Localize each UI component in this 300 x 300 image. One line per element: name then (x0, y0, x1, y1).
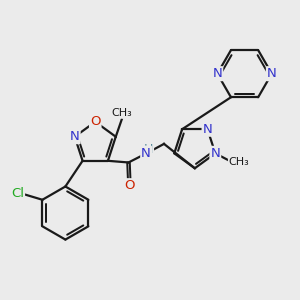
Text: CH₃: CH₃ (111, 108, 132, 118)
Text: O: O (90, 115, 101, 128)
Text: N: N (70, 130, 80, 143)
Text: CH₃: CH₃ (229, 157, 250, 167)
Text: O: O (124, 179, 134, 192)
Text: N: N (210, 147, 220, 160)
Text: N: N (202, 123, 212, 136)
Text: N: N (267, 67, 277, 80)
Text: N: N (141, 147, 151, 160)
Text: Cl: Cl (11, 187, 24, 200)
Text: N: N (212, 67, 222, 80)
Text: H: H (144, 143, 153, 156)
